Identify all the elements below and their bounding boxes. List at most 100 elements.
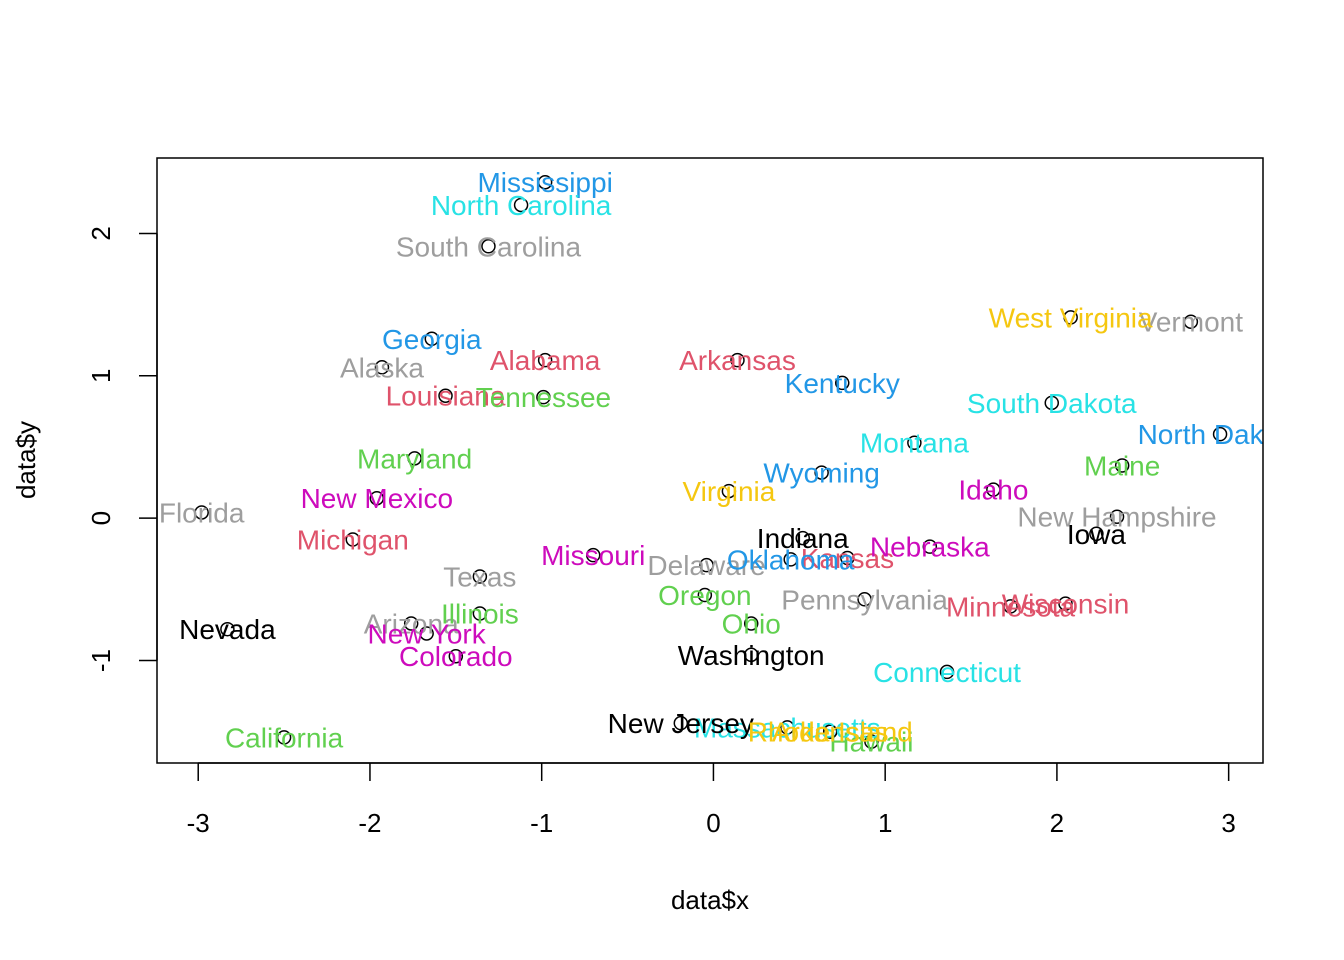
point-label: Illinois: [441, 599, 519, 630]
data-point: [743, 647, 759, 663]
y-axis-label: data$y: [11, 421, 41, 499]
point-label: Iowa: [1067, 519, 1127, 550]
point-label: Tennessee: [476, 382, 611, 413]
point-label: Oregon: [658, 580, 751, 611]
point-label: New Hampshire: [1017, 502, 1216, 533]
data-point: [780, 720, 795, 735]
point-label: Vermont: [1139, 307, 1243, 338]
y-tick-label: 0: [86, 511, 116, 525]
point-label: Virginia: [682, 476, 775, 507]
data-point: [840, 550, 855, 566]
data-point: [730, 352, 745, 368]
data-point: [857, 592, 872, 607]
point-label: Florida: [159, 497, 245, 528]
point-label: West Virginia: [989, 302, 1153, 333]
point-label: Alaska: [340, 352, 424, 383]
point-label: Connecticut: [873, 657, 1021, 688]
point-label: Kentucky: [785, 368, 900, 399]
data-point: [1089, 526, 1104, 542]
point-label: South Dakota: [967, 388, 1137, 419]
point-label: North Dakota: [1138, 419, 1303, 450]
point-label: Rhode Island: [748, 717, 913, 748]
point-label: Arkansas: [679, 345, 796, 376]
data-point: [472, 606, 488, 621]
point-label: Colorado: [399, 641, 513, 672]
data-point: [220, 621, 235, 637]
data-point: [864, 734, 879, 749]
data-point: [1183, 314, 1199, 329]
x-axis-label: data$x: [671, 885, 749, 915]
x-tick-label: 1: [878, 808, 892, 838]
x-tick-label: 0: [706, 808, 720, 838]
x-tick-label: 3: [1221, 808, 1235, 838]
data-point: [513, 197, 529, 213]
data-point: [536, 389, 551, 405]
data-point: [1063, 310, 1078, 325]
point-label: Missouri: [541, 540, 645, 571]
point-label: Minnesota: [946, 591, 1076, 622]
point-label: Alabama: [490, 345, 601, 376]
data-point: [814, 465, 829, 480]
point-label: New Jersey: [608, 708, 754, 739]
data-point: [822, 724, 838, 739]
data-point: [424, 331, 440, 347]
data-point: [345, 532, 361, 547]
data-point: [1003, 599, 1018, 614]
data-point: [1109, 509, 1125, 524]
y-axis: -1 0 1 2: [86, 226, 158, 672]
point-label: Idaho: [958, 475, 1028, 506]
x-tick-label: -3: [187, 808, 210, 838]
point-label: Louisiana: [386, 381, 506, 412]
point-label: Delaware: [647, 550, 765, 581]
data-point: [783, 552, 798, 567]
data-point: [795, 530, 810, 546]
point-label: Oklahoma: [727, 544, 855, 575]
point-label: South Carolina: [396, 231, 582, 262]
x-tick-label: 2: [1050, 808, 1064, 838]
data-point: [407, 451, 422, 466]
point-label: Montana: [860, 428, 969, 459]
data-point: [673, 715, 689, 731]
y-tick-label: -1: [86, 649, 116, 672]
point-label: Massachusetts: [694, 712, 881, 743]
point-label: Arkansas: [772, 717, 889, 748]
data-point: [374, 360, 390, 375]
data-point: [537, 352, 553, 368]
point-label: Maine: [1084, 450, 1160, 481]
data-point: [922, 539, 938, 554]
point-label: Texas: [443, 562, 516, 593]
point-label: New York: [367, 618, 486, 649]
data-point: [1044, 395, 1060, 411]
data-point: [585, 547, 601, 563]
data-point: [1212, 426, 1228, 442]
data-point: [448, 648, 464, 664]
data-point: [1114, 458, 1130, 473]
data-point: [419, 626, 434, 641]
plot-points: [194, 174, 1228, 749]
point-label: Nevada: [179, 614, 276, 645]
point-label: Georgia: [382, 324, 482, 355]
point-label: New Mexico: [301, 483, 453, 514]
data-point: [697, 587, 713, 603]
point-labels: Alabama Alaska Arizona Arkansas California Co…: [159, 167, 1303, 758]
data-point: [939, 664, 955, 680]
point-label: Ohio: [722, 608, 781, 639]
data-point: [743, 616, 759, 631]
y-tick-label: 1: [86, 369, 116, 383]
data-point: [369, 490, 385, 506]
point-label: Kansas: [801, 543, 894, 574]
point-label: Hawaii: [829, 727, 913, 758]
data-point: [481, 239, 496, 254]
x-tick-label: -2: [358, 808, 381, 838]
data-point: [986, 482, 1001, 497]
data-point: [403, 616, 419, 631]
x-axis: -3 -2 -1 0 1 2 3: [187, 762, 1236, 838]
data-point: [834, 375, 850, 391]
data-point: [472, 569, 488, 584]
y-tick-label: 2: [86, 226, 116, 240]
point-label: Maryland: [357, 443, 472, 474]
data-point: [276, 730, 292, 745]
data-point: [699, 557, 714, 573]
point-label: Nebraska: [870, 532, 990, 563]
